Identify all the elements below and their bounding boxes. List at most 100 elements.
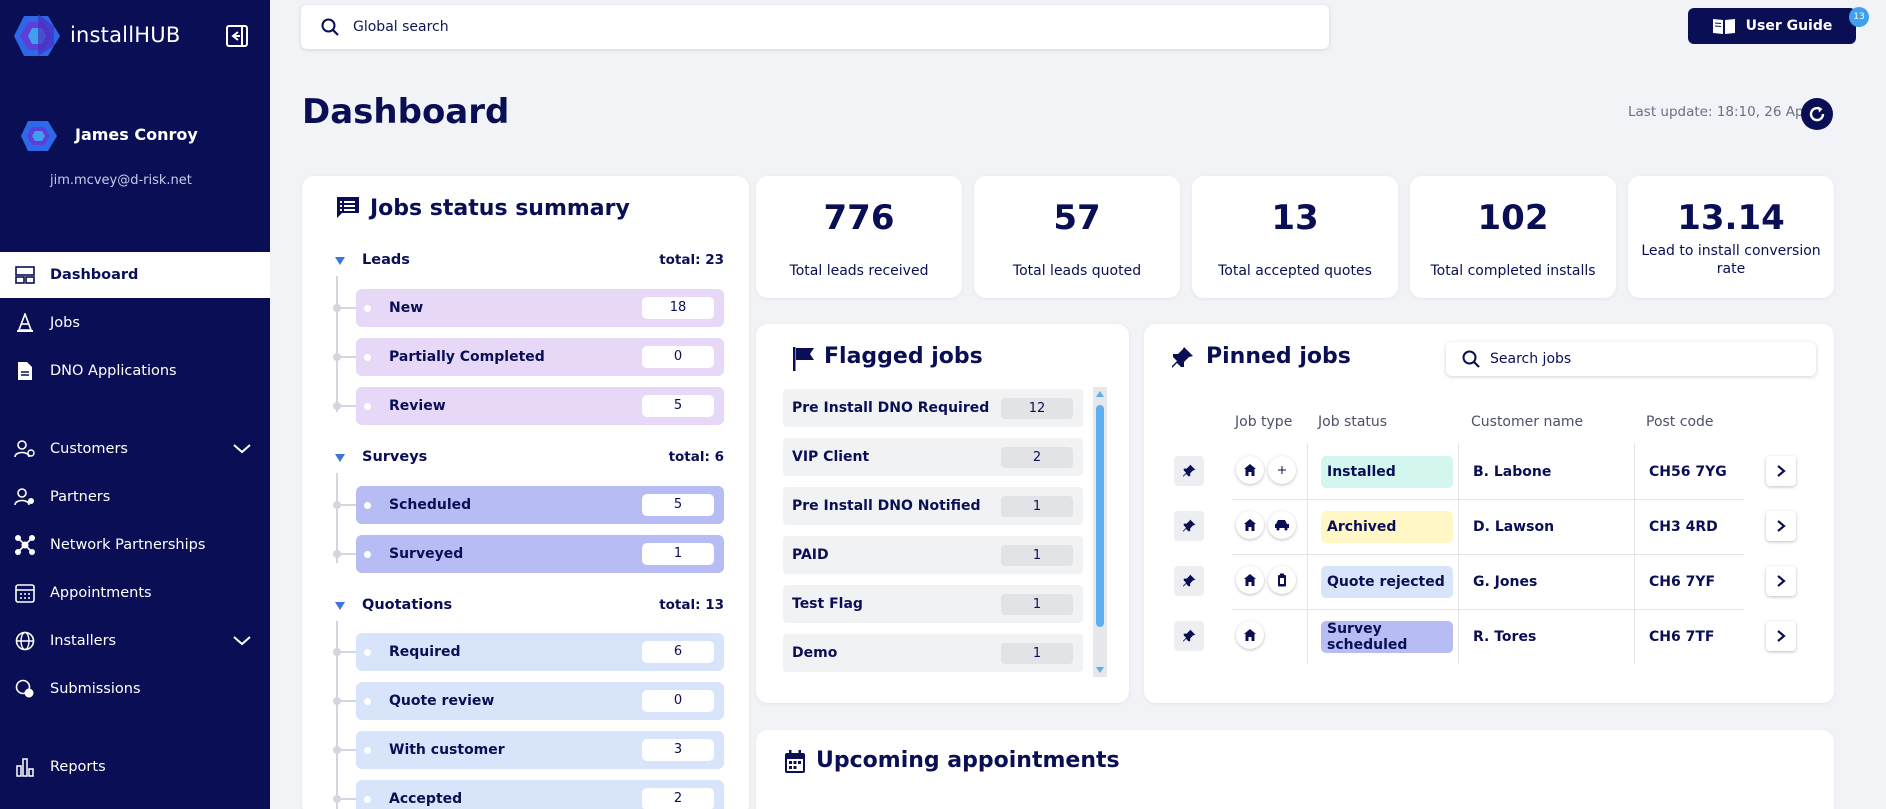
- user-guide-button[interactable]: User Guide: [1688, 8, 1856, 44]
- status-row-quote-review[interactable]: Quote review 0: [356, 682, 724, 720]
- app-logo[interactable]: installHUB: [14, 12, 180, 58]
- sidebar-item-reports[interactable]: Reports: [0, 744, 270, 790]
- column-header-job-status[interactable]: Job status: [1318, 414, 1388, 430]
- column-header-job-type[interactable]: Job type: [1235, 414, 1293, 430]
- customer-name: B. Labone: [1473, 464, 1552, 480]
- open-job-button[interactable]: [1766, 621, 1796, 651]
- unpin-button[interactable]: [1174, 456, 1204, 486]
- job-search-bar[interactable]: [1446, 342, 1816, 376]
- tree-line: [336, 621, 338, 809]
- battery-icon: [1268, 566, 1296, 594]
- unpin-button[interactable]: [1174, 621, 1204, 651]
- job-search-input[interactable]: [1490, 351, 1790, 367]
- status-badge: Archived: [1321, 511, 1453, 543]
- avatar[interactable]: [20, 118, 58, 154]
- chevron-down-icon[interactable]: [232, 632, 252, 650]
- flag-row-demo[interactable]: Demo 1: [783, 634, 1083, 672]
- status-row-required[interactable]: Required 6: [356, 633, 724, 671]
- open-job-button[interactable]: [1766, 511, 1796, 541]
- flag-row-vip-client[interactable]: VIP Client 2: [783, 438, 1083, 476]
- table-row[interactable]: Installed B. Labone CH56 7YG: [1174, 444, 1800, 499]
- open-job-button[interactable]: [1766, 456, 1796, 486]
- tree-branch: [338, 798, 356, 800]
- sidebar-item-dno[interactable]: DNO Applications: [0, 348, 270, 394]
- flag-row-pre-install-dno-notified[interactable]: Pre Install DNO Notified 1: [783, 487, 1083, 525]
- status-row-with-customer[interactable]: With customer 3: [356, 731, 724, 769]
- app-name: installHUB: [70, 23, 181, 47]
- jobs-status-summary-card: Jobs status summary Leads total: 23 New 1…: [302, 176, 749, 809]
- solar-icon: [1268, 456, 1296, 484]
- status-row-accepted[interactable]: Accepted 2: [356, 780, 724, 809]
- sidebar-item-submissions[interactable]: Submissions: [0, 666, 270, 712]
- sidebar-item-label: Jobs: [50, 315, 80, 331]
- refresh-button[interactable]: [1801, 98, 1833, 130]
- bullet-icon: [364, 648, 371, 656]
- row-divider: [1232, 499, 1744, 500]
- customer-name: G. Jones: [1473, 574, 1538, 590]
- pin-icon: [1183, 464, 1196, 477]
- status-row-review[interactable]: Review 5: [356, 387, 724, 425]
- global-search-input[interactable]: [353, 19, 1253, 35]
- sidebar-item-appointments[interactable]: Appointments: [0, 570, 270, 616]
- status-badge: Survey scheduled: [1321, 621, 1453, 653]
- sidebar-item-label: Reports: [50, 759, 106, 775]
- flag-row-pre-install-dno-required[interactable]: Pre Install DNO Required 12: [783, 389, 1083, 427]
- group-quotations[interactable]: Quotations total: 13: [334, 597, 724, 619]
- column-header-customer-name[interactable]: Customer name: [1471, 414, 1584, 430]
- stat-label: Total leads quoted: [1012, 263, 1142, 279]
- bullet-icon: [364, 402, 371, 410]
- scrollbar-thumb[interactable]: [1096, 405, 1104, 627]
- status-row-partially-completed[interactable]: Partially Completed 0: [356, 338, 724, 376]
- stat-label: Total completed installs: [1430, 263, 1596, 279]
- stat-card-conversion-rate: 13.14 Lead to install conversion rate: [1628, 176, 1834, 298]
- collapse-triangle-icon[interactable]: [334, 255, 346, 267]
- sidebar-item-installers[interactable]: Installers: [0, 618, 270, 664]
- unpin-button[interactable]: [1174, 566, 1204, 596]
- unpin-button[interactable]: [1174, 511, 1204, 541]
- scroll-up-icon[interactable]: [1095, 390, 1105, 398]
- post-code: CH6 7TF: [1649, 629, 1715, 645]
- scroll-down-icon[interactable]: [1095, 666, 1105, 674]
- row-divider: [1232, 609, 1744, 610]
- submissions-icon: [14, 678, 36, 700]
- tree-branch: [338, 700, 356, 702]
- chevron-down-icon[interactable]: [232, 440, 252, 458]
- scrollbar[interactable]: [1093, 387, 1107, 677]
- bullet-icon: [364, 501, 371, 509]
- table-row[interactable]: Quote rejected G. Jones CH6 7YF: [1174, 554, 1800, 609]
- global-search-bar[interactable]: [301, 5, 1329, 49]
- flag-icon: [793, 347, 814, 371]
- stat-label: Lead to install conversion rate: [1641, 243, 1821, 277]
- table-row[interactable]: Archived D. Lawson CH3 4RD: [1174, 499, 1800, 554]
- tree-node: [333, 648, 341, 656]
- pinned-jobs-title: Pinned jobs: [1206, 344, 1351, 369]
- flag-row-test-flag[interactable]: Test Flag 1: [783, 585, 1083, 623]
- chevron-right-icon: [1777, 520, 1786, 532]
- refresh-icon: [1809, 106, 1825, 122]
- flag-row-paid[interactable]: PAID 1: [783, 536, 1083, 574]
- collapse-triangle-icon[interactable]: [334, 600, 346, 612]
- upcoming-appointments-card: Upcoming appointments: [756, 730, 1834, 809]
- group-leads[interactable]: Leads total: 23: [334, 252, 724, 274]
- group-surveys[interactable]: Surveys total: 6: [334, 449, 724, 471]
- collapse-sidebar-icon[interactable]: [225, 24, 249, 48]
- calendar-icon: [785, 750, 805, 773]
- status-row-surveyed[interactable]: Surveyed 1: [356, 535, 724, 573]
- status-row-scheduled[interactable]: Scheduled 5: [356, 486, 724, 524]
- open-job-button[interactable]: [1766, 566, 1796, 596]
- sidebar-item-label: Partners: [50, 489, 111, 505]
- sidebar-item-network[interactable]: Network Partnerships: [0, 522, 270, 568]
- sidebar-item-dashboard[interactable]: Dashboard: [0, 252, 270, 298]
- tree-node: [333, 795, 341, 803]
- table-row[interactable]: Survey scheduled R. Tores CH6 7TF: [1174, 609, 1800, 664]
- collapse-triangle-icon[interactable]: [334, 452, 346, 464]
- sidebar-item-customers[interactable]: Customers: [0, 426, 270, 472]
- sidebar-item-partners[interactable]: Partners: [0, 474, 270, 520]
- user-guide-label: User Guide: [1745, 18, 1833, 34]
- column-header-post-code[interactable]: Post code: [1646, 414, 1714, 430]
- sidebar-item-jobs[interactable]: Jobs: [0, 300, 270, 346]
- sidebar-item-label: Installers: [50, 633, 117, 649]
- status-row-new[interactable]: New 18: [356, 289, 724, 327]
- bullet-icon: [364, 697, 371, 705]
- flagged-jobs-title: Flagged jobs: [824, 344, 983, 369]
